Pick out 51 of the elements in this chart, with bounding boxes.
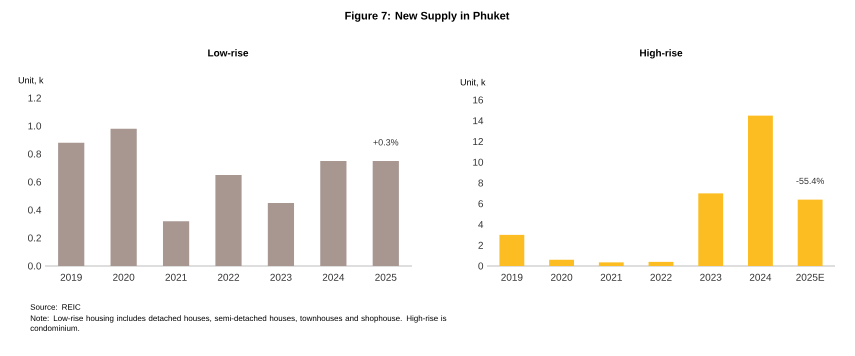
y-tick-label: 0.2 <box>28 234 41 242</box>
y-axis-title: Unit, k <box>18 76 44 84</box>
y-tick-label: 0.8 <box>28 150 42 158</box>
x-tick-label: 2022 <box>218 274 240 281</box>
bar <box>549 260 574 266</box>
bar <box>372 161 399 266</box>
bar <box>499 234 524 266</box>
bar <box>162 221 190 266</box>
x-tick-label: 2025 <box>375 274 396 281</box>
y-tick-label: 1.0 <box>28 122 42 130</box>
bar <box>320 161 346 266</box>
x-tick-label: 2023 <box>270 274 292 281</box>
x-tick-label: 2022 <box>650 274 672 281</box>
y-tick-label: 0.0 <box>28 262 42 270</box>
x-tick-label: 2020 <box>550 274 572 281</box>
x-tick-label: 2021 <box>600 274 622 281</box>
bar <box>58 142 84 266</box>
x-tick-label: 2021 <box>165 274 187 281</box>
y-tick-label: 0.4 <box>28 206 42 214</box>
x-tick-label: 2023 <box>700 274 722 281</box>
y-tick-label: 12 <box>473 138 483 145</box>
bar <box>698 193 724 266</box>
annotation: -55.4% <box>796 178 824 184</box>
y-tick-label: 2 <box>478 242 483 249</box>
y-tick-label: 8 <box>478 179 484 187</box>
y-axis-title: Unit, k <box>460 78 486 86</box>
chart-title: High-rise <box>640 49 682 58</box>
y-tick-label: 0.6 <box>28 178 42 186</box>
annotation: +0.3% <box>373 139 398 146</box>
bar <box>268 203 294 266</box>
bar <box>598 262 624 266</box>
bar <box>748 116 773 266</box>
chart-title: Figure 7: New Supply in Phuket <box>345 12 510 22</box>
x-tick-label: 2024 <box>322 274 344 281</box>
y-tick-label: 16 <box>473 96 484 104</box>
chart-subtitle: Low-rise <box>208 49 248 56</box>
bar <box>798 200 823 266</box>
x-tick-label: 2019 <box>60 274 82 281</box>
y-tick-label: 10 <box>473 158 484 166</box>
y-tick-label: 0 <box>478 262 484 270</box>
x-tick-label: 2025E <box>796 274 824 281</box>
y-tick-label: 6 <box>478 200 484 208</box>
y-tick-label: 4 <box>478 221 484 228</box>
bar <box>110 128 137 266</box>
x-tick-label: 2020 <box>113 274 134 281</box>
y-tick-label: 14 <box>473 117 484 124</box>
bar <box>215 175 242 266</box>
y-tick-label: 1.2 <box>28 94 41 102</box>
bar <box>648 262 674 266</box>
x-tick-label: 2024 <box>750 274 772 281</box>
x-tick-label: 2019 <box>501 274 522 281</box>
